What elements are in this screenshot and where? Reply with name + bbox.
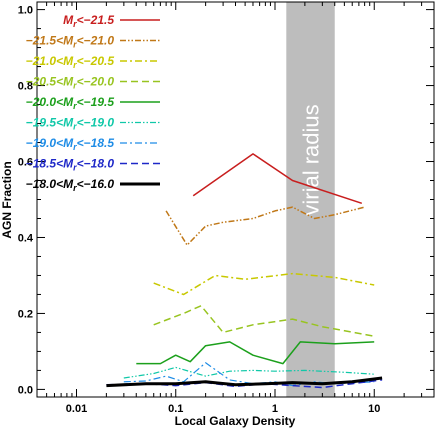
- y-tick-label: 1.0: [18, 5, 33, 17]
- series-line-6: [123, 366, 375, 379]
- x-tick-label: 0.1: [168, 403, 183, 415]
- series-line-7: [123, 362, 375, 387]
- legend-label-7: −19.0<Mr<−18.5: [26, 136, 115, 152]
- virial-radius-band: [286, 2, 335, 397]
- series-line-4: [153, 305, 375, 337]
- series-line-9: [106, 376, 383, 388]
- x-tick-label: 1: [272, 403, 278, 415]
- x-tick-label: 10: [368, 403, 380, 415]
- tick-layer: 0.01 0.1 1 10 0.0 0.2 0.4 0.6 0.8 1.0: [18, 2, 435, 415]
- series-line-1: [192, 153, 363, 205]
- legend-label-6: −19.5<Mr<−19.0: [26, 116, 115, 132]
- series-line-5: [136, 341, 375, 365]
- y-tick-label: 0.0: [18, 384, 33, 396]
- legend-label-3: −21.0<Mr<−20.5: [26, 54, 115, 70]
- y-tick-label: 0.6: [18, 157, 33, 169]
- legend-label-4: −20.5<Mr<−20.0: [26, 75, 115, 91]
- y-tick-label: 0.2: [18, 308, 33, 320]
- legend-label-2: −21.5<Mr<−21.0: [26, 34, 115, 50]
- virial-radius-label: virial radius: [299, 104, 324, 215]
- legend-label-8: −18.5<Mr<−18.0: [26, 157, 115, 173]
- series-layer: [106, 153, 383, 389]
- x-axis-title: Local Galaxy Density: [175, 414, 296, 428]
- virial-radius-band-layer: virial radius: [286, 2, 335, 397]
- y-tick-label: 0.4: [18, 232, 34, 244]
- legend: Mr<−21.5 −21.5<Mr<−21.0 −21.0<Mr<−20.5 −20.…: [26, 13, 160, 193]
- x-tick-label: 0.01: [66, 403, 87, 415]
- legend-label-1: Mr<−21.5: [63, 13, 114, 29]
- legend-label-5: −20.0<Mr<−19.5: [26, 95, 115, 111]
- y-axis-title: AGN Fraction: [0, 161, 14, 238]
- series-line-2: [165, 206, 365, 246]
- series-line-3: [153, 272, 375, 296]
- legend-label-9: −18.0<Mr<−16.0: [26, 177, 115, 193]
- y-tick-label: 0.8: [18, 81, 33, 93]
